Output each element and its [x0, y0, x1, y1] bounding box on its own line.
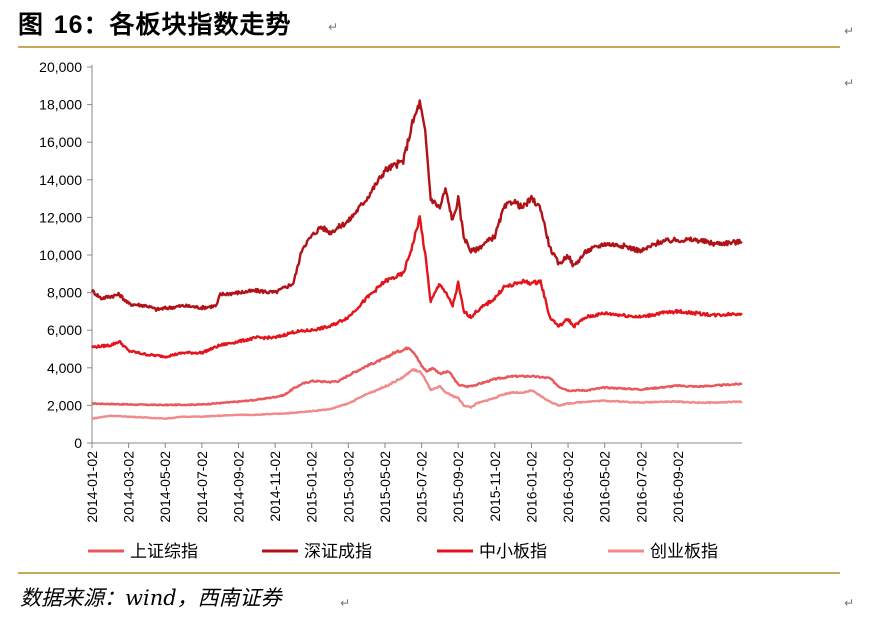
- series-line-2: [90, 99, 743, 313]
- y-tick-label: 4,000: [47, 360, 82, 376]
- return-mark-right-1: ↵: [844, 24, 855, 38]
- return-mark-source: ↵: [340, 596, 351, 610]
- x-tick-label: 2014-07-02: [194, 451, 210, 523]
- x-tick-label: 2015-09-02: [450, 451, 466, 523]
- x-tick-label: 2014-01-02: [84, 451, 100, 523]
- y-tick-label: 6,000: [47, 322, 82, 338]
- line-chart: 0 2,000 4,000 6,000 8,000 10,000 12,000 14,000 1…: [39, 59, 743, 562]
- x-tick-label: 2016-07-02: [633, 451, 649, 523]
- figure-title-text: ：各板块指数走势: [83, 10, 292, 39]
- figure-title-prefix: 图: [18, 10, 54, 39]
- return-mark-title: ↵: [328, 20, 339, 34]
- y-tick-label: 8,000: [47, 285, 82, 301]
- return-mark-right-3: ↵: [844, 596, 855, 610]
- legend-label: 深证成指: [304, 542, 372, 562]
- series-line-1: [91, 346, 743, 407]
- x-tick-label: 2015-01-02: [304, 451, 320, 523]
- legend: 上证综指 深证成指 中小板指 创业板指: [88, 542, 718, 562]
- y-tick-label: 16,000: [39, 134, 82, 150]
- y-tick-label: 0: [74, 435, 82, 451]
- return-mark-right-2: ↵: [844, 76, 855, 90]
- x-tick-label: 2015-07-02: [414, 451, 430, 523]
- x-tick-label: 2014-05-02: [157, 451, 173, 523]
- x-tick-label: 2015-11-02: [487, 451, 503, 522]
- figure-title-number: 16: [53, 11, 84, 39]
- top-rule: [18, 46, 840, 48]
- y-tick-label: 20,000: [39, 59, 82, 75]
- x-tick-label: 2015-05-02: [377, 451, 393, 523]
- figure-title: 图 16：各板块指数走势: [18, 5, 292, 41]
- series-line-3: [91, 215, 743, 359]
- source-note: 数据来源：wind，西南证券: [20, 586, 282, 610]
- y-tick-label: 12,000: [39, 209, 82, 225]
- legend-label: 上证综指: [130, 542, 198, 562]
- x-tick-label: 2014-11-02: [267, 451, 283, 522]
- y-tick-label: 14,000: [39, 172, 82, 188]
- legend-label: 创业板指: [650, 542, 718, 562]
- x-tick-label: 2016-05-02: [597, 451, 613, 523]
- series-layer: [90, 99, 743, 420]
- x-tick-label: 2016-03-02: [560, 451, 576, 523]
- x-tick-label: 2015-03-02: [340, 451, 356, 523]
- x-tick-label: 2016-09-02: [670, 451, 686, 523]
- y-tick-label: 18,000: [39, 97, 82, 113]
- x-tick-label: 2014-03-02: [121, 451, 137, 523]
- y-tick-label: 10,000: [39, 247, 82, 263]
- axes-layer: 0 2,000 4,000 6,000 8,000 10,000 12,000 14,000 1…: [39, 59, 742, 523]
- series-line-4: [91, 368, 743, 420]
- x-tick-label: 2014-09-02: [230, 451, 246, 523]
- bottom-rule: [18, 572, 840, 574]
- x-tick-label: 2016-01-02: [523, 451, 539, 523]
- y-tick-label: 2,000: [47, 397, 82, 413]
- legend-label: 中小板指: [479, 542, 547, 562]
